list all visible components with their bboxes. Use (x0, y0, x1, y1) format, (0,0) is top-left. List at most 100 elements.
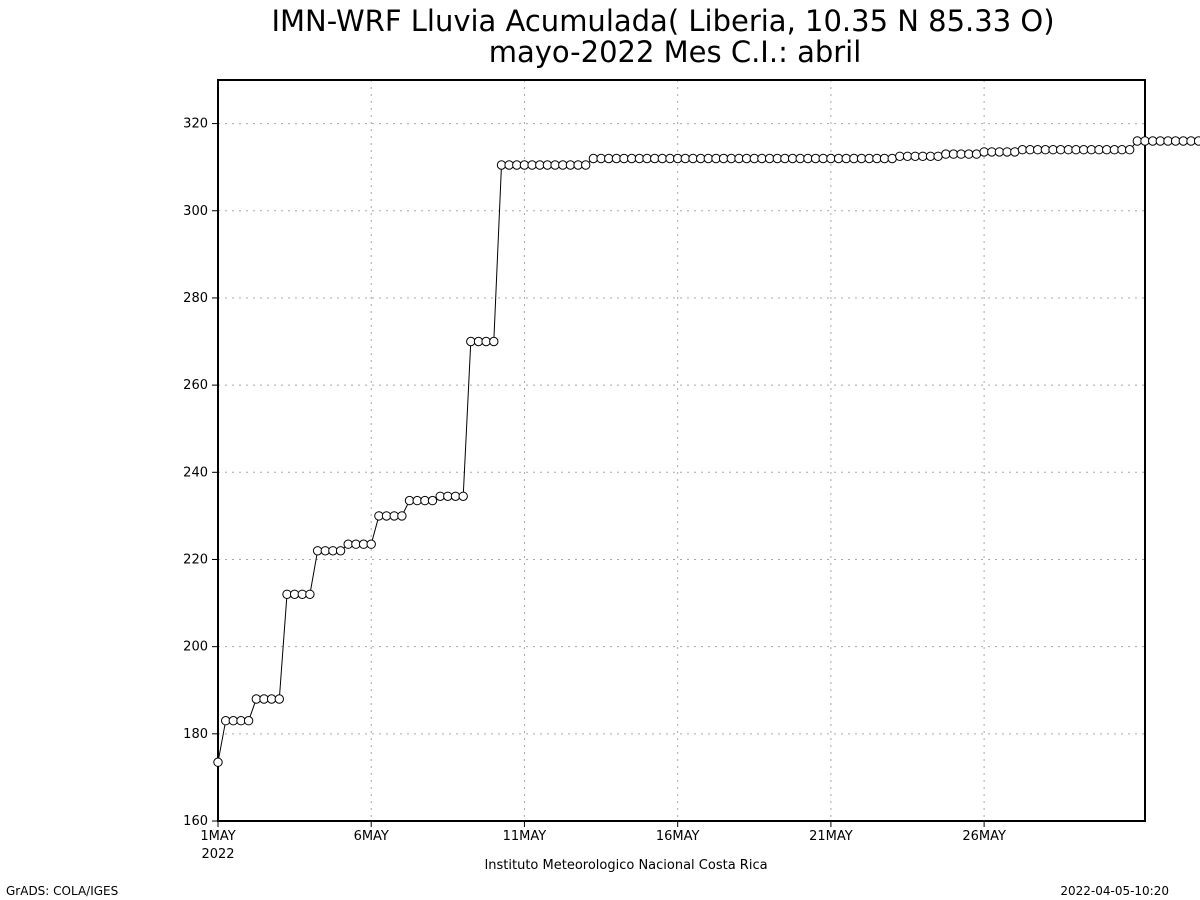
data-point (933, 151, 943, 162)
data-point (312, 546, 323, 556)
chart-subtitle: mayo-2022 Mes C.I.: abril (489, 35, 862, 69)
data-point (1010, 147, 1020, 157)
data-point (971, 149, 982, 159)
data-point (274, 694, 284, 704)
data-point (213, 757, 223, 767)
data-point (941, 149, 951, 159)
data-point (795, 153, 805, 164)
chart-title: IMN-WRF Lluvia Acumulada( Liberia, 10.35… (271, 4, 1054, 38)
y-tick-label: 220 (183, 552, 208, 567)
data-point (243, 716, 254, 726)
data-point (565, 160, 576, 170)
data-point (895, 151, 905, 162)
data-point (1155, 136, 1166, 146)
data-point (251, 694, 261, 704)
data-point (581, 160, 591, 170)
data-point (657, 153, 667, 164)
y-tick-label: 300 (183, 204, 208, 219)
data-point (381, 511, 392, 521)
y-tick-label: 320 (183, 117, 208, 132)
data-point (856, 153, 867, 164)
data-point (1132, 136, 1143, 146)
data-point (642, 153, 652, 164)
x-tick-label: 21MAY (809, 829, 853, 844)
data-point (979, 147, 989, 157)
data-point (918, 151, 928, 162)
data-point (489, 336, 499, 347)
data-point (328, 546, 338, 556)
data-point (841, 153, 851, 164)
data-point (1002, 147, 1012, 157)
data-point (1040, 145, 1051, 155)
y-tick-label: 260 (183, 378, 208, 393)
data-point (351, 539, 361, 549)
data-point (404, 495, 415, 506)
data-point (718, 153, 729, 164)
data-point (1033, 145, 1043, 155)
x-axis-label: Instituto Meteorologico Nacional Costa R… (484, 858, 767, 873)
data-point (1125, 145, 1135, 155)
x-tick-label: 26MAY (962, 829, 1006, 844)
y-tick-label: 160 (183, 814, 208, 829)
data-point (964, 149, 974, 159)
data-point (826, 153, 836, 164)
grid-layer (218, 80, 1145, 821)
y-tick-label: 280 (183, 291, 208, 306)
data-point (703, 153, 713, 164)
x-tick-label: 16MAY (656, 829, 700, 844)
x-tick-label: 6MAY (354, 829, 389, 844)
data-point (542, 160, 553, 170)
data-point (305, 589, 315, 599)
data-point (481, 336, 491, 347)
data-point (1117, 145, 1127, 155)
data-point (504, 160, 514, 170)
data-point (389, 511, 399, 521)
data-point (397, 511, 407, 521)
data-point (1071, 145, 1081, 155)
data-point (366, 539, 376, 549)
data-point (1140, 136, 1150, 146)
data-point (1170, 136, 1181, 146)
data-point (956, 149, 966, 159)
data-point (764, 153, 775, 164)
y-tick-label: 180 (183, 727, 208, 742)
data-point (412, 495, 422, 506)
data-point (443, 491, 453, 501)
data-point (266, 694, 277, 704)
data-point (1079, 145, 1089, 155)
tick-layer: 160 180 200 220 240 260 280 300 320 1MAY 2022 6MAY 1… (183, 117, 1006, 862)
data-point (665, 153, 675, 164)
data-point (427, 495, 438, 506)
data-point (741, 153, 752, 164)
data-point (527, 160, 537, 170)
data-point (902, 151, 913, 162)
data-point (780, 153, 790, 164)
series-line (217, 140, 1200, 763)
data-point (604, 153, 614, 164)
data-point (879, 153, 890, 164)
data-point (550, 160, 560, 170)
data-point (228, 716, 239, 726)
x-tick-label: 11MAY (503, 829, 547, 844)
data-point (619, 153, 629, 164)
data-point (343, 539, 353, 549)
data-point (1102, 145, 1112, 155)
data-point (588, 153, 599, 164)
x-tick-label: 1MAY (200, 829, 235, 844)
data-point (803, 153, 813, 164)
data-point (688, 153, 698, 164)
data-point (519, 160, 530, 170)
data-point (994, 147, 1005, 157)
data-point (757, 153, 767, 164)
data-point (818, 153, 828, 164)
y-tick-label: 200 (183, 640, 208, 655)
data-point (887, 153, 897, 164)
footer-left: GrADS: COLA/IGES (6, 884, 118, 898)
series-layer (213, 136, 1200, 767)
data-point (864, 153, 874, 164)
data-point (289, 589, 300, 599)
data-point (1193, 136, 1200, 146)
data-point (335, 546, 346, 556)
data-point (1094, 145, 1104, 155)
x-tick-sublabel: 2022 (201, 847, 234, 862)
